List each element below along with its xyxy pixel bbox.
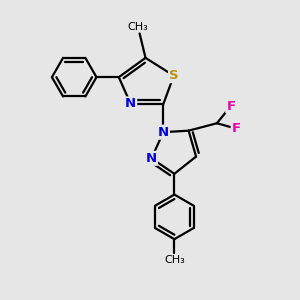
Text: S: S [169, 69, 178, 82]
Text: CH₃: CH₃ [164, 255, 185, 265]
Text: CH₃: CH₃ [128, 22, 148, 32]
Text: N: N [125, 98, 136, 110]
Text: F: F [226, 100, 236, 112]
Text: N: N [146, 152, 157, 165]
Text: N: N [158, 126, 169, 139]
Text: F: F [232, 122, 241, 135]
